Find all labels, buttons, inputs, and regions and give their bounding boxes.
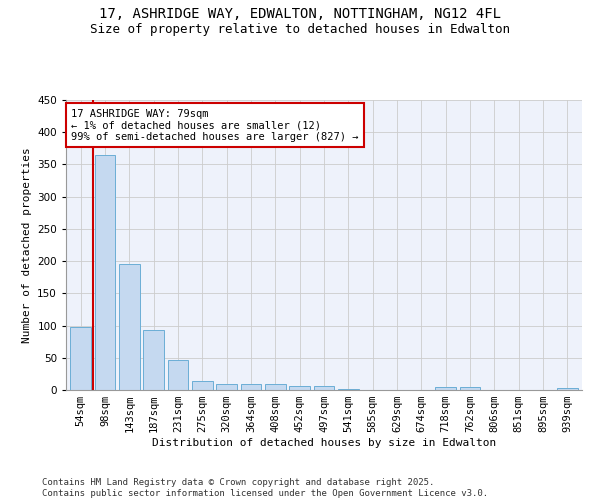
X-axis label: Distribution of detached houses by size in Edwalton: Distribution of detached houses by size … xyxy=(152,438,496,448)
Text: 17 ASHRIDGE WAY: 79sqm
← 1% of detached houses are smaller (12)
99% of semi-deta: 17 ASHRIDGE WAY: 79sqm ← 1% of detached … xyxy=(71,108,359,142)
Bar xyxy=(167,360,188,390)
Bar xyxy=(314,386,334,390)
Text: Size of property relative to detached houses in Edwalton: Size of property relative to detached ho… xyxy=(90,22,510,36)
Bar xyxy=(70,327,91,390)
Bar xyxy=(557,388,578,390)
Bar xyxy=(265,384,286,390)
Y-axis label: Number of detached properties: Number of detached properties xyxy=(22,147,32,343)
Bar xyxy=(241,384,262,390)
Bar xyxy=(95,155,115,390)
Text: Contains HM Land Registry data © Crown copyright and database right 2025.
Contai: Contains HM Land Registry data © Crown c… xyxy=(42,478,488,498)
Bar xyxy=(216,384,237,390)
Text: 17, ASHRIDGE WAY, EDWALTON, NOTTINGHAM, NG12 4FL: 17, ASHRIDGE WAY, EDWALTON, NOTTINGHAM, … xyxy=(99,8,501,22)
Bar xyxy=(460,387,481,390)
Bar xyxy=(338,388,359,390)
Bar xyxy=(192,381,212,390)
Bar xyxy=(119,264,140,390)
Bar xyxy=(436,387,456,390)
Bar xyxy=(289,386,310,390)
Bar xyxy=(143,330,164,390)
